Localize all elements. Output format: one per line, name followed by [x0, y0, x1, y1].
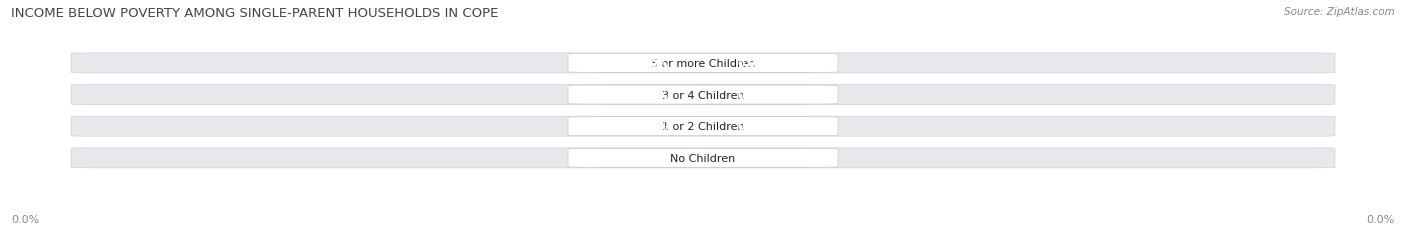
- FancyBboxPatch shape: [568, 117, 838, 136]
- Text: 0.0%: 0.0%: [738, 122, 766, 132]
- FancyBboxPatch shape: [72, 117, 1334, 137]
- FancyBboxPatch shape: [72, 148, 1334, 168]
- FancyBboxPatch shape: [693, 85, 811, 105]
- FancyBboxPatch shape: [568, 149, 838, 167]
- Text: 0.0%: 0.0%: [738, 153, 766, 163]
- Text: No Children: No Children: [671, 153, 735, 163]
- Text: 3 or 4 Children: 3 or 4 Children: [662, 90, 744, 100]
- FancyBboxPatch shape: [595, 54, 713, 73]
- FancyBboxPatch shape: [693, 54, 811, 73]
- FancyBboxPatch shape: [568, 86, 838, 105]
- FancyBboxPatch shape: [693, 149, 811, 168]
- Text: 0.0%: 0.0%: [11, 214, 39, 224]
- FancyBboxPatch shape: [595, 85, 713, 105]
- Text: Source: ZipAtlas.com: Source: ZipAtlas.com: [1284, 7, 1395, 17]
- Text: 0.0%: 0.0%: [738, 90, 766, 100]
- Text: 0.0%: 0.0%: [640, 59, 668, 69]
- Text: 0.0%: 0.0%: [1367, 214, 1395, 224]
- Text: INCOME BELOW POVERTY AMONG SINGLE-PARENT HOUSEHOLDS IN COPE: INCOME BELOW POVERTY AMONG SINGLE-PARENT…: [11, 7, 499, 20]
- FancyBboxPatch shape: [72, 54, 1334, 73]
- Text: 0.0%: 0.0%: [640, 90, 668, 100]
- FancyBboxPatch shape: [595, 149, 713, 168]
- Text: 5 or more Children: 5 or more Children: [651, 59, 755, 69]
- FancyBboxPatch shape: [72, 85, 1334, 105]
- Text: 0.0%: 0.0%: [640, 122, 668, 132]
- Text: 1 or 2 Children: 1 or 2 Children: [662, 122, 744, 132]
- Text: 0.0%: 0.0%: [738, 59, 766, 69]
- FancyBboxPatch shape: [568, 54, 838, 73]
- Text: 0.0%: 0.0%: [640, 153, 668, 163]
- FancyBboxPatch shape: [595, 117, 713, 136]
- FancyBboxPatch shape: [693, 117, 811, 136]
